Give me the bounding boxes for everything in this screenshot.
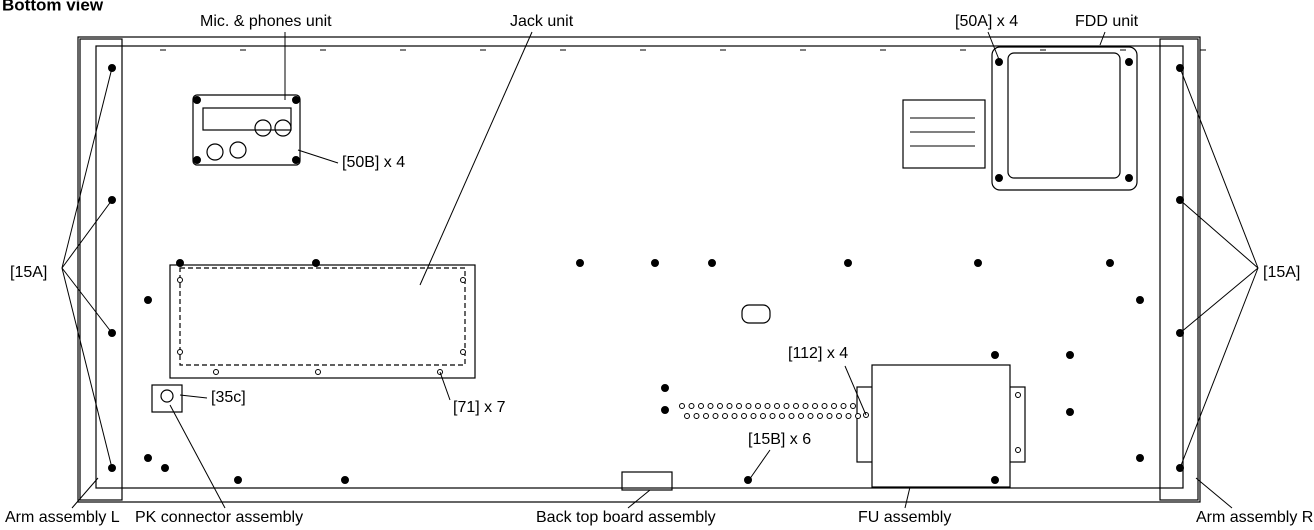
screw <box>708 259 716 267</box>
screw <box>817 413 823 419</box>
screw <box>836 413 842 419</box>
screw <box>1015 392 1021 398</box>
screw <box>769 413 776 419</box>
label: Back top board assembly <box>536 509 716 526</box>
screw <box>826 413 833 419</box>
screw <box>684 413 690 419</box>
screw <box>731 413 738 419</box>
screw <box>995 174 1003 182</box>
screw <box>460 349 466 355</box>
screw <box>1066 351 1074 359</box>
screw <box>576 259 584 267</box>
screw <box>764 403 771 409</box>
screw <box>176 259 184 267</box>
screw <box>831 403 837 409</box>
screw <box>1136 454 1144 462</box>
screw <box>712 413 719 419</box>
screw <box>144 454 152 462</box>
screw <box>315 369 321 375</box>
screw <box>460 277 466 283</box>
label: PK connector assembly <box>135 509 303 526</box>
label: [50A] x 4 <box>955 13 1018 30</box>
screw <box>193 96 201 104</box>
screw <box>745 403 752 409</box>
screw <box>717 403 723 409</box>
screw <box>788 413 795 419</box>
screw <box>774 403 780 409</box>
screw <box>679 403 685 409</box>
screw <box>821 403 828 409</box>
screw <box>661 406 669 414</box>
screw <box>312 259 320 267</box>
screw <box>292 156 300 164</box>
screw <box>793 403 799 409</box>
screw <box>840 403 847 409</box>
label: [15A] <box>10 264 47 281</box>
screw <box>688 403 695 409</box>
label: FU assembly <box>858 509 951 526</box>
screw <box>783 403 790 409</box>
label: [35c] <box>211 389 246 406</box>
screw <box>736 403 742 409</box>
screw <box>651 259 659 267</box>
label: Mic. & phones unit <box>200 13 332 30</box>
screw <box>1015 447 1021 453</box>
screw <box>703 413 709 419</box>
screw <box>144 296 152 304</box>
screw <box>698 403 704 409</box>
panel <box>77 36 1201 503</box>
screw <box>974 259 982 267</box>
label: [71] x 7 <box>453 399 506 416</box>
screw <box>779 413 785 419</box>
screw <box>726 403 733 409</box>
screw <box>161 464 169 472</box>
screw <box>292 96 300 104</box>
screw <box>234 476 242 484</box>
screw <box>213 369 219 375</box>
screw <box>755 403 761 409</box>
label: [50B] x 4 <box>342 154 405 171</box>
screw <box>661 384 669 392</box>
screw <box>760 413 766 419</box>
screw <box>707 403 714 409</box>
screw <box>741 413 747 419</box>
leader-lines <box>61 31 1259 509</box>
screw <box>802 403 809 409</box>
screw <box>722 413 728 419</box>
label: [15A] <box>1263 264 1300 281</box>
screw <box>177 277 183 283</box>
screw <box>991 351 999 359</box>
label: [15B] x 6 <box>748 431 811 448</box>
screw <box>193 156 201 164</box>
title: Bottom view <box>2 0 104 14</box>
screw <box>1125 58 1133 66</box>
label: Jack unit <box>510 13 574 30</box>
screw <box>177 349 183 355</box>
holes <box>108 49 1206 484</box>
screw <box>1125 174 1133 182</box>
screw <box>850 403 856 409</box>
label: Arm assembly R <box>1196 509 1313 526</box>
screw <box>807 413 814 419</box>
label: [112] x 4 <box>788 345 848 362</box>
screw <box>991 476 999 484</box>
screw <box>1136 296 1144 304</box>
screw <box>844 259 852 267</box>
screw <box>693 413 700 419</box>
screw <box>1066 408 1074 416</box>
screw <box>341 476 349 484</box>
screw <box>812 403 818 409</box>
screw <box>750 413 757 419</box>
label: FDD unit <box>1075 13 1139 30</box>
label: Arm assembly L <box>5 509 120 526</box>
screw <box>798 413 804 419</box>
screw <box>845 413 852 419</box>
screw <box>1106 259 1114 267</box>
screw <box>855 413 861 419</box>
